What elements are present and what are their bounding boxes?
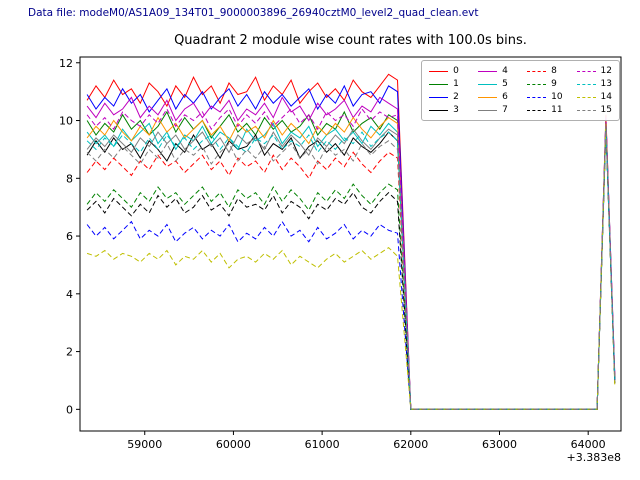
legend-label: 14 (600, 92, 612, 102)
x-tick-label: 62000 (393, 438, 428, 451)
x-tick-label: 59000 (127, 438, 162, 451)
series-line-12 (86, 107, 616, 410)
y-tick-label: 8 (66, 172, 73, 185)
data-file-label: Data file: modeM0/AS1A09_134T01_90000038… (28, 7, 479, 19)
legend-entry-2: 2 (429, 91, 464, 103)
x-tick-label: 60000 (216, 438, 251, 451)
legend-label: 9 (551, 79, 557, 89)
legend-entry-7: 7 (478, 104, 513, 116)
series-line-2 (86, 84, 616, 410)
legend-entry-1: 1 (429, 78, 464, 90)
series-line-14 (86, 123, 616, 410)
legend-entry-12: 12 (576, 65, 612, 77)
legend-entry-9: 9 (527, 78, 562, 90)
chart-title: Quadrant 2 module wise count rates with … (174, 33, 527, 48)
legend-label: 1 (453, 79, 459, 89)
y-tick-label: 0 (66, 403, 73, 416)
legend-entry-3: 3 (429, 104, 464, 116)
legend-label: 3 (453, 105, 459, 115)
legend-line-sample (576, 96, 596, 98)
legend-entry-8: 8 (527, 65, 562, 77)
legend-line-sample (576, 70, 596, 72)
legend-label: 10 (551, 92, 563, 102)
legend-line-sample (527, 109, 547, 111)
legend-line-sample (478, 83, 498, 85)
legend-label: 4 (502, 66, 508, 76)
legend-label: 15 (600, 105, 612, 115)
series-line-0 (86, 73, 616, 410)
legend-line-sample (429, 109, 449, 111)
y-tick-label: 12 (59, 57, 73, 70)
series-line-3 (86, 126, 616, 410)
legend-entry-4: 4 (478, 65, 513, 77)
series-line-13 (86, 126, 616, 410)
legend-entry-13: 13 (576, 78, 612, 90)
legend-label: 8 (551, 66, 557, 76)
legend-label: 11 (551, 105, 563, 115)
legend-line-sample (429, 96, 449, 98)
legend-entry-15: 15 (576, 104, 612, 116)
legend-label: 13 (600, 79, 612, 89)
series-line-15 (86, 126, 616, 410)
legend-entry-5: 5 (478, 78, 513, 90)
legend-line-sample (576, 109, 596, 111)
legend-line-sample (527, 83, 547, 85)
legend-line-sample (429, 70, 449, 72)
legend-line-sample (478, 109, 498, 111)
legend-label: 7 (502, 105, 508, 115)
legend-entry-11: 11 (527, 104, 563, 116)
x-tick-label: 63000 (482, 438, 517, 451)
legend-label: 5 (502, 79, 508, 89)
series-line-11 (86, 129, 616, 410)
series-line-6 (86, 116, 616, 410)
legend-line-sample (478, 70, 498, 72)
legend-label: 0 (453, 66, 459, 76)
series-line-5 (86, 122, 616, 410)
legend-line-sample (478, 96, 498, 98)
y-tick-label: 6 (66, 230, 73, 243)
legend-entry-0: 0 (429, 65, 464, 77)
legend-entry-6: 6 (478, 91, 513, 103)
series-line-4 (86, 96, 616, 410)
legend: 0 1 2 3 4 5 6 7 8 9 10 11 12 13 14 15 (421, 60, 620, 121)
series-line-7 (86, 126, 616, 410)
x-axis-offset-label: +3.383e8 (566, 451, 621, 464)
legend-line-sample (576, 83, 596, 85)
legend-entry-14: 14 (576, 91, 612, 103)
x-tick-label: 64000 (571, 438, 606, 451)
y-tick-label: 2 (66, 346, 73, 359)
legend-line-sample (527, 70, 547, 72)
legend-label: 2 (453, 92, 459, 102)
legend-label: 6 (502, 92, 508, 102)
series-line-9 (86, 126, 616, 410)
y-tick-label: 4 (66, 288, 73, 301)
legend-label: 12 (600, 66, 612, 76)
legend-line-sample (527, 96, 547, 98)
y-tick-label: 10 (59, 115, 73, 128)
series-line-10 (86, 123, 616, 410)
legend-entry-10: 10 (527, 91, 563, 103)
series-line-8 (86, 123, 616, 410)
legend-line-sample (429, 83, 449, 85)
x-tick-label: 61000 (305, 438, 340, 451)
